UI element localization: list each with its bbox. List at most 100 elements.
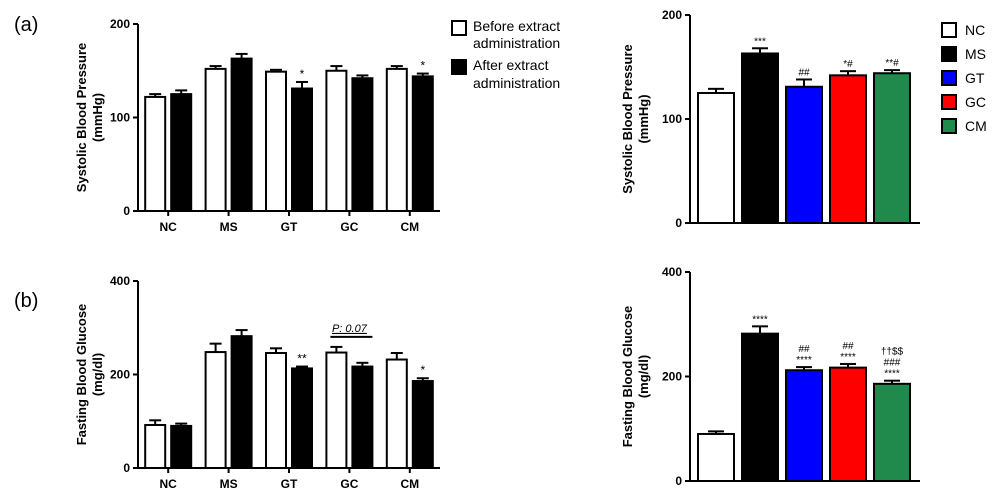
y-tick-label: 200 [662, 370, 682, 384]
chart-sbp_groups: 0 100 200 Systolic Blood Pressure(mmHg) *** #… [620, 8, 920, 230]
chart-sbp_before_after: 0 100 200 Systolic Blood Pressure(mmHg) NC MS… [74, 17, 440, 234]
bar [230, 57, 253, 212]
y-tick-label: 200 [110, 17, 130, 31]
y-tick-label: 0 [675, 474, 682, 488]
significance-label: ## [798, 344, 810, 355]
significance-label: **** [840, 352, 856, 363]
legend-label-before: Before extract [473, 18, 560, 34]
bar [204, 67, 227, 212]
bar-cm [873, 382, 911, 482]
bar [291, 87, 313, 212]
legend-swatch-cm [941, 118, 957, 134]
legend-label-gc: GC [965, 94, 986, 110]
bar [265, 351, 287, 469]
y-tick-label: 0 [675, 216, 682, 230]
y-tick-label: 200 [662, 8, 682, 22]
legend-label-after: administration [473, 75, 560, 91]
legend-label-before: administration [473, 35, 560, 51]
bar-ms [741, 52, 779, 225]
legend-swatch-before [451, 20, 467, 36]
y-axis-label-line: (mmHg) [90, 93, 105, 142]
y-tick-label: 0 [123, 461, 130, 475]
legend-label-cm: CM [965, 118, 987, 134]
bar [325, 69, 348, 212]
y-axis-label-line: Systolic Blood Pressure [620, 44, 635, 194]
significance-label: **** [752, 314, 768, 325]
significance-label: * [300, 67, 305, 81]
significance-label: **** [884, 369, 900, 380]
y-axis-label: Systolic Blood Pressure(mmHg) [620, 44, 651, 194]
bar [291, 367, 313, 469]
significance-label: *** [754, 36, 766, 47]
x-tick-label: GC [340, 220, 358, 234]
legend-label-after: After extract [473, 57, 549, 73]
bar [385, 67, 408, 212]
x-tick-label: CM [400, 477, 419, 491]
y-axis-label-line: (mg/dl) [636, 355, 651, 398]
bar-gc [829, 74, 867, 224]
y-axis-label-line: Fasting Blood Glucose [620, 306, 635, 448]
legend-label-nc: NC [965, 22, 985, 38]
x-tick-label: MS [220, 477, 238, 491]
y-tick-label: 400 [110, 274, 130, 288]
panel-label-b: (b) [14, 290, 39, 312]
bar [411, 75, 434, 212]
x-tick-label: CM [400, 220, 419, 234]
significance-label: *# [843, 59, 853, 70]
bracket-label: P: 0.07 [332, 323, 368, 335]
bar-cm [873, 72, 911, 224]
significance-label: **# [885, 58, 899, 69]
bar-nc [697, 432, 735, 483]
x-tick-label: MS [220, 220, 238, 234]
y-tick-label: 100 [110, 111, 130, 125]
x-tick-label: GT [281, 477, 298, 491]
legend-label-gt: GT [965, 70, 985, 86]
significance-label: ††$$ [881, 347, 904, 358]
y-axis-label-line: (mmHg) [636, 94, 651, 143]
legend-swatch-gt [941, 70, 957, 86]
x-tick-label: GT [281, 220, 298, 234]
x-tick-label: GC [340, 477, 358, 491]
significance-label: ** [297, 352, 307, 366]
bar [170, 93, 193, 212]
bar [325, 351, 348, 469]
y-tick-label: 100 [662, 112, 682, 126]
bar [230, 335, 253, 470]
bar [170, 424, 193, 469]
significance-label: ### [884, 358, 901, 369]
bar [204, 351, 227, 469]
legend-swatch-gc [941, 94, 957, 110]
bar [144, 423, 167, 469]
legend-swatch-nc [941, 22, 957, 38]
y-tick-label: 400 [662, 265, 682, 279]
bar-gt [785, 369, 823, 483]
bar [144, 95, 167, 212]
bar [265, 70, 287, 212]
y-axis-label: Systolic Blood Pressure(mmHg) [74, 43, 105, 193]
y-axis-label-line: (mg/dl) [90, 353, 105, 396]
legend-swatch-after [451, 59, 467, 75]
legend-label-ms: MS [965, 46, 986, 62]
bar [351, 77, 374, 213]
x-tick-label: NC [160, 477, 178, 491]
y-axis-label: Fasting Blood Glucose(mg/dl) [620, 306, 651, 448]
significance-label: **** [796, 355, 812, 366]
y-tick-label: 0 [123, 204, 130, 218]
panel-label-a: (a) [14, 14, 39, 36]
legend-swatch-ms [941, 46, 957, 62]
bar [351, 365, 374, 469]
significance-label: ## [798, 67, 810, 78]
significance-label: * [420, 363, 425, 377]
bar-gc [829, 366, 867, 482]
chart-fbg_before_after: 0 200 400 Fasting Blood Glucose(mg/dl) NC MS G… [74, 274, 440, 491]
legend-groups: NC MS GT GC CM [941, 22, 987, 134]
bar-ms [741, 332, 779, 482]
y-axis-label-line: Systolic Blood Pressure [74, 43, 89, 193]
bar-nc [697, 92, 735, 224]
y-axis-label-line: Fasting Blood Glucose [74, 304, 89, 446]
significance-label: ## [842, 341, 854, 352]
bar [411, 380, 434, 470]
